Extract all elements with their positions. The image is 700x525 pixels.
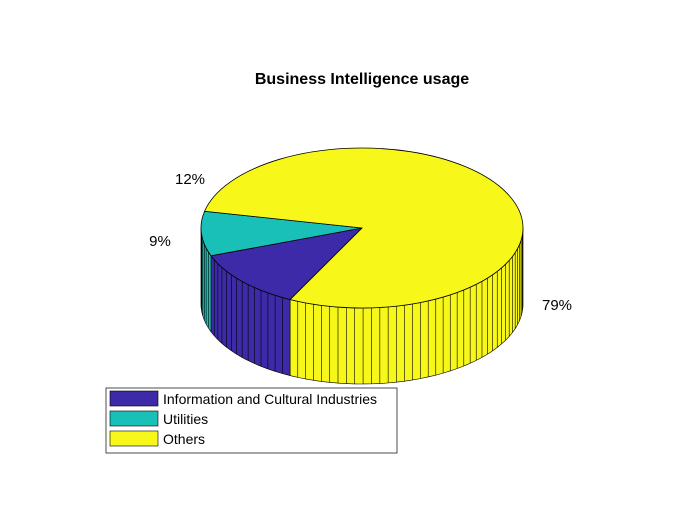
pie-label-1: 9%	[149, 233, 171, 250]
legend: Information and Cultural Industries Utili…	[105, 387, 398, 454]
legend-label-1: Utilities	[163, 411, 208, 427]
pie-side-walls	[200, 227, 524, 385]
legend-swatch-0	[109, 390, 159, 407]
legend-label-0: Information and Cultural Industries	[163, 391, 377, 407]
pie-label-2: 79%	[542, 297, 572, 314]
legend-swatch-1	[109, 410, 159, 427]
pie-label-0: 12%	[175, 171, 205, 188]
pie-slice-2	[203, 147, 524, 309]
chart-title: Business Intelligence usage	[255, 71, 469, 88]
legend-label-2: Others	[163, 431, 205, 447]
pie-slice-1	[200, 210, 363, 257]
pie-top-slices	[200, 147, 524, 309]
legend-swatch-2	[109, 430, 159, 447]
pie-percent-labels: 12% 9% 79%	[149, 171, 572, 314]
pie-slice-0	[210, 227, 364, 301]
